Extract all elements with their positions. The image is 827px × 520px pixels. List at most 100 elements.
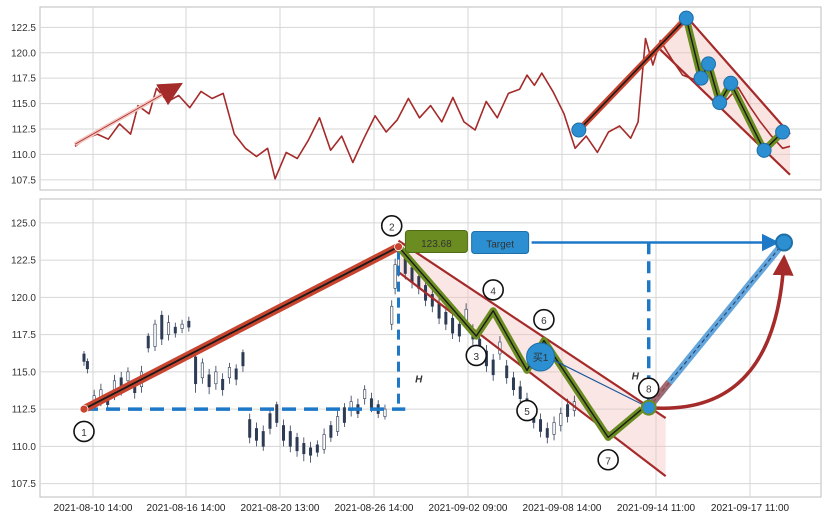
pivot-number-label: 5 (524, 407, 530, 418)
bottom-y-tick-label: 117.5 (12, 330, 37, 341)
top-pivot-point (756, 142, 772, 158)
pivot-number-label: 8 (646, 385, 652, 396)
x-tick-label: 2021-09-14 11:00 (617, 503, 696, 514)
top-trend-arrow-core (578, 17, 687, 131)
candle-body (261, 431, 265, 447)
top-pivot-point (775, 124, 791, 140)
candle-body (241, 352, 245, 367)
candle-body (221, 378, 225, 391)
x-tick-label: 2021-09-08 14:00 (523, 503, 602, 514)
candle-body (342, 407, 346, 423)
trend-line-core (83, 245, 399, 410)
candle-body (234, 368, 238, 380)
candle-body (390, 305, 394, 325)
top-price-line (74, 37, 791, 180)
top-y-tick-label: 112.5 (12, 125, 37, 136)
pivot-number-label: 3 (473, 352, 479, 363)
candle-body (200, 362, 204, 379)
pivot-number-circle (465, 344, 488, 367)
candle-body (295, 437, 299, 452)
pivot-dot (394, 242, 403, 252)
pivot-number-circle (597, 448, 619, 471)
bottom-channel-upper (397, 239, 667, 419)
pivot-number-circle (380, 215, 403, 237)
candle-body (282, 425, 286, 441)
target-band-core (648, 241, 785, 408)
bottom-y-tick-label: 115.0 (12, 367, 37, 378)
pivot-number-circle (533, 308, 555, 331)
candle-body (268, 413, 272, 429)
candle-body (227, 367, 231, 379)
pivot-number-label: 2 (389, 222, 395, 233)
bottom-channel-lower (397, 271, 667, 478)
top-y-tick-label: 115.0 (12, 99, 37, 110)
bottom-y-tick-label: 122.5 (11, 256, 36, 267)
candle-body (302, 443, 306, 455)
candle-body (336, 416, 340, 432)
x-tick-label: 2021-08-26 14:00 (335, 503, 414, 514)
candle-body (180, 323, 184, 329)
candle-body (187, 320, 191, 328)
pivot-number-label: 1 (81, 428, 87, 439)
top-small-arrow-core (74, 84, 179, 145)
pivot-number-label: 4 (490, 286, 496, 297)
candle-body (153, 323, 157, 347)
zigzag-core (397, 246, 643, 439)
candle-body (552, 422, 556, 435)
candle-body (363, 389, 367, 399)
candle-body (437, 302, 441, 319)
pivot-dot (79, 404, 89, 414)
bottom-y-tick-label: 120.0 (11, 293, 36, 304)
candle-body (539, 419, 543, 432)
buy-link-line (547, 356, 650, 409)
candle-body (369, 398, 373, 408)
buy-marker-circle (526, 342, 556, 372)
bottom-panel: 107.5 110.0 112.5 115.0 117.5 120.0 122.5 125.0… (11, 198, 822, 514)
x-tick-label: 2021-09-02 09:00 (429, 503, 508, 514)
top-y-tick-label: 110.0 (12, 150, 37, 161)
candle-body (566, 404, 570, 417)
candle-body (518, 386, 522, 399)
pivot-number-circle (73, 420, 95, 443)
candle-body (383, 408, 387, 417)
price-tag-label: 123.68 (421, 239, 452, 250)
bottom-y-tick-label: 125.0 (11, 218, 36, 229)
target-label-box (471, 231, 530, 255)
candle-body (194, 356, 198, 385)
top-pivot-point (571, 122, 587, 138)
top-y-tick-label: 117.5 (12, 74, 37, 85)
candle-body (315, 444, 319, 453)
target-point (775, 233, 793, 252)
x-tick-label: 2021-08-10 14:00 (54, 503, 133, 514)
candle-body (444, 311, 448, 325)
candle-body (451, 317, 455, 334)
candle-body (430, 294, 434, 307)
x-tick-label: 2021-08-20 13:00 (241, 503, 320, 514)
candle-body (146, 335, 150, 349)
candle-body (309, 447, 313, 456)
candle-body (167, 322, 171, 335)
candle-body (85, 361, 89, 370)
candle-body (288, 431, 292, 447)
candle-body (126, 371, 130, 382)
top-y-tick-label: 120.0 (11, 48, 36, 59)
top-pivot-point (700, 56, 716, 72)
top-pivot-point (723, 75, 739, 91)
pivot-number-circle (482, 279, 504, 301)
candle-body (214, 371, 218, 385)
top-pivot-point (693, 70, 709, 86)
price-tag-box (404, 230, 468, 254)
top-panel: 107.5 110.0 112.5 115.0 117.5 120.0 122.5 (11, 6, 822, 191)
candle-body (545, 428, 549, 438)
candle-body (457, 323, 461, 337)
height-label: H (415, 374, 423, 385)
pivot-number-circle (637, 377, 660, 400)
top-y-tick-label: 107.5 (11, 175, 36, 186)
candle-body (393, 264, 397, 289)
candle-body (160, 314, 164, 340)
candle-body (491, 359, 495, 376)
height-label: H (632, 371, 640, 382)
curved-target-arrow (648, 254, 794, 410)
candle-body (511, 377, 515, 391)
